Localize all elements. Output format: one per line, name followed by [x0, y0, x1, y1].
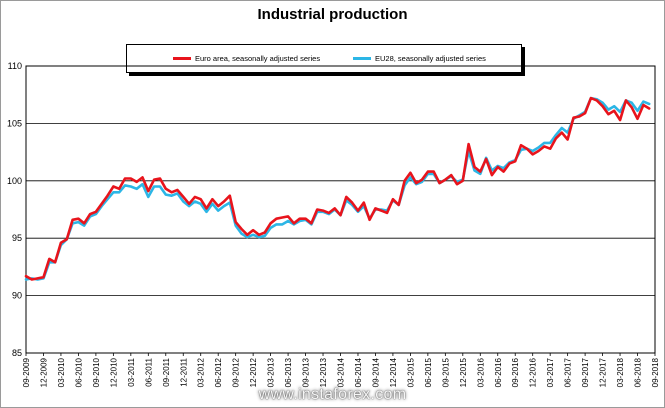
x-tick-label-03-2016: 03-2016 — [476, 357, 485, 387]
legend-swatch-eu28 — [353, 57, 371, 60]
x-tick-label-06-2010: 06-2010 — [74, 357, 83, 387]
y-tick-label-85: 85 — [12, 348, 22, 358]
y-tick-label-90: 90 — [12, 291, 22, 301]
legend-entry-euro-area: Euro area, seasonally adjusted series — [173, 54, 320, 63]
x-tick-label-06-2016: 06-2016 — [494, 357, 503, 387]
x-tick-label-09-2016: 09-2016 — [511, 357, 520, 387]
x-tick-label-09-2014: 09-2014 — [371, 357, 380, 387]
x-tick-label-09-2012: 09-2012 — [232, 357, 241, 387]
y-tick-label-105: 105 — [7, 118, 22, 128]
legend-entry-eu28: EU28, seasonally adjusted series — [353, 54, 486, 63]
x-tick-label-03-2015: 03-2015 — [406, 357, 415, 387]
chart-title: Industrial production — [257, 6, 408, 23]
x-tick-label-03-2010: 03-2010 — [57, 357, 66, 387]
x-tick-label-09-2013: 09-2013 — [302, 357, 311, 387]
x-tick-label-12-2013: 12-2013 — [319, 357, 328, 387]
y-tick-label-110: 110 — [8, 61, 22, 71]
x-tick-label-12-2017: 12-2017 — [599, 357, 608, 387]
x-tick-label-03-2018: 03-2018 — [616, 357, 625, 387]
series-line-euro-area — [24, 96, 651, 281]
x-tick-label-06-2013: 06-2013 — [284, 357, 293, 387]
x-tick-label-06-2015: 06-2015 — [424, 357, 433, 387]
x-tick-label-06-2011: 06-2011 — [144, 357, 153, 386]
x-tick-label-12-2014: 12-2014 — [389, 357, 398, 387]
x-tick-label-09-2011: 09-2011 — [162, 357, 171, 386]
legend-label-eu28: EU28, seasonally adjusted series — [375, 54, 486, 63]
x-tick-label-12-2010: 12-2010 — [109, 357, 118, 387]
legend-label-euro-area: Euro area, seasonally adjusted series — [195, 54, 321, 63]
x-tick-label-09-2015: 09-2015 — [441, 357, 450, 387]
x-tick-label-09-2018: 09-2018 — [651, 357, 660, 387]
x-tick-label-09-2010: 09-2010 — [92, 357, 101, 387]
x-tick-label-12-2016: 12-2016 — [529, 357, 538, 387]
x-tick-label-03-2011: 03-2011 — [127, 357, 136, 386]
x-tick-label-06-2017: 06-2017 — [564, 357, 573, 387]
legend: Euro area, seasonally adjusted series EU… — [126, 44, 522, 73]
x-tick-label-12-2011: 12-2011 — [179, 357, 188, 386]
plot-border — [25, 65, 656, 354]
x-tick-label-03-2012: 03-2012 — [197, 357, 206, 387]
legend-swatch-euro-area — [173, 57, 191, 60]
x-tick-label-06-2014: 06-2014 — [354, 357, 363, 387]
x-tick-label-12-2012: 12-2012 — [249, 357, 258, 387]
x-tick-label-12-2015: 12-2015 — [459, 357, 468, 387]
x-tick-label-12-2009: 12-2009 — [39, 357, 48, 387]
x-tick-label-03-2014: 03-2014 — [337, 357, 346, 387]
x-tick-label-03-2013: 03-2013 — [267, 357, 276, 387]
y-tick-label-100: 100 — [7, 176, 22, 186]
watermark-text: www.instaforex.com — [258, 386, 407, 403]
x-tick-label-06-2018: 06-2018 — [634, 357, 643, 387]
x-tick-label-03-2017: 03-2017 — [546, 357, 555, 387]
x-tick-label-06-2012: 06-2012 — [214, 357, 223, 387]
y-tick-label-95: 95 — [12, 233, 22, 243]
x-tick-label-09-2009: 09-2009 — [22, 357, 31, 387]
x-tick-label-09-2017: 09-2017 — [581, 357, 590, 387]
